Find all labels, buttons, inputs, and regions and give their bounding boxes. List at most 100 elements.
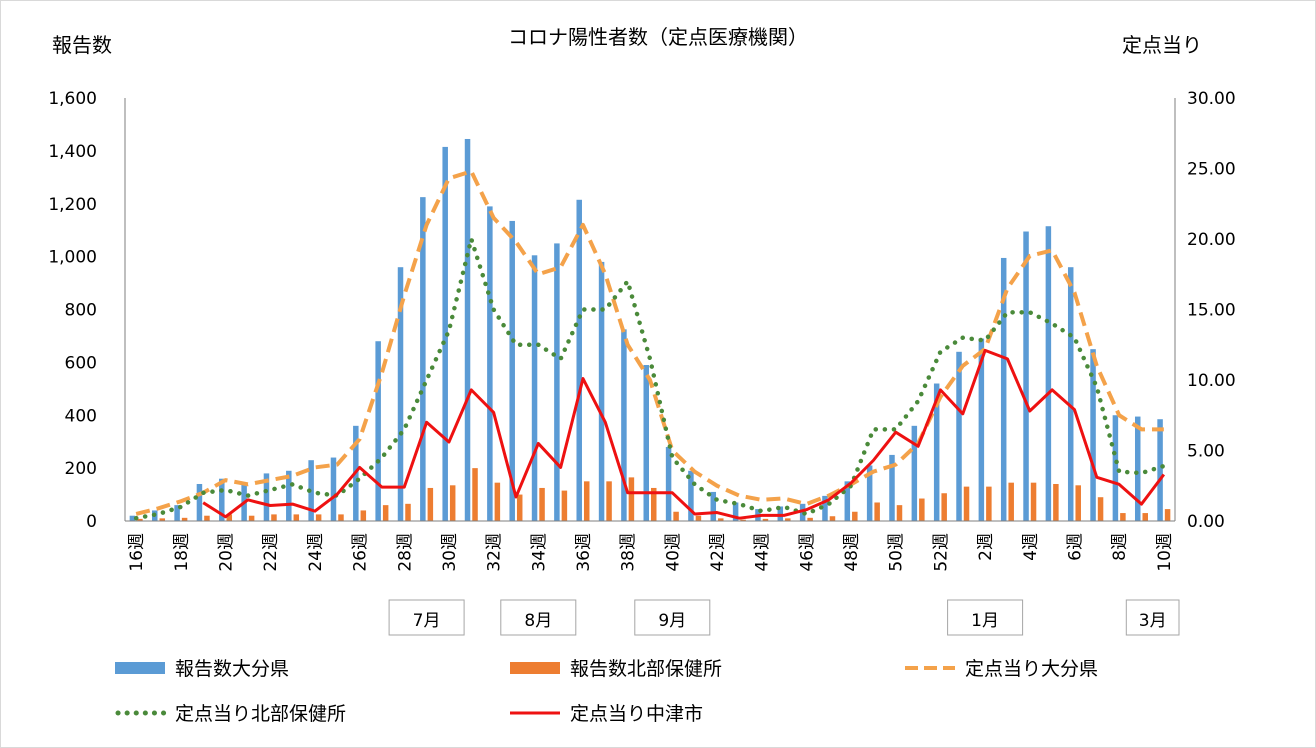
- x-tick-label-3: 22週: [261, 533, 281, 572]
- x-tick-label-19: 2週: [976, 533, 996, 561]
- month-box-3: [947, 599, 1024, 636]
- bar-hokubu-31: [829, 516, 836, 521]
- x-tick-label-0: 16週: [127, 533, 147, 572]
- bar-hokubu-14: [449, 485, 456, 521]
- bar-hokubu-18: [539, 487, 545, 521]
- left-tick-label-1: 200: [65, 459, 97, 479]
- month-label-4: 3月: [1139, 611, 1167, 631]
- bar-hokubu-33: [874, 502, 880, 521]
- bar-hokubu-29: [785, 518, 791, 521]
- left-tick-label-4: 800: [65, 301, 97, 321]
- bar-hokubu-44: [1120, 513, 1126, 521]
- bar-oita-16: [487, 206, 493, 521]
- legend-swatch-0: [115, 662, 165, 674]
- legend-label-4: 定点当り中津市: [570, 703, 703, 725]
- bar-hokubu-19: [561, 490, 568, 521]
- bar-oita-0: [129, 515, 136, 521]
- month-labels-layer: 7月 8月 9月 1月 3月: [388, 599, 1180, 636]
- bar-oita-29: [777, 506, 784, 521]
- month-label-3: 1月: [971, 611, 999, 631]
- bar-oita-39: [1000, 257, 1007, 521]
- left-tick-label-6: 1,200: [48, 195, 97, 215]
- bar-oita-3: [196, 483, 203, 521]
- x-tick-label-21: 6週: [1066, 533, 1086, 561]
- bar-oita-44: [1112, 415, 1119, 521]
- bar-hokubu-26: [718, 518, 724, 521]
- bar-hokubu-22: [628, 477, 635, 521]
- bar-hokubu-6: [271, 514, 277, 521]
- bar-hokubu-45: [1142, 513, 1148, 521]
- bar-oita-42: [1067, 267, 1074, 521]
- x-tick-label-16: 48週: [842, 533, 862, 572]
- bar-hokubu-17: [516, 494, 523, 521]
- bar-oita-35: [911, 425, 918, 521]
- x-tick-label-10: 36週: [574, 533, 594, 572]
- bar-hokubu-5: [248, 515, 255, 521]
- x-tick-label-15: 46週: [797, 533, 817, 572]
- right-tick-label-5: 25.00: [1187, 160, 1236, 180]
- left-tick-label-5: 1,000: [48, 248, 97, 268]
- month-label-2: 9月: [658, 611, 686, 631]
- bar-oita-45: [1134, 416, 1141, 521]
- bar-oita-32: [844, 481, 851, 521]
- bar-hokubu-0: [137, 518, 143, 521]
- bar-oita-21: [598, 261, 605, 521]
- bar-oita-20: [576, 199, 582, 521]
- bar-oita-12: [397, 267, 404, 521]
- x-tick-label-17: 50週: [887, 533, 907, 572]
- right-tick-label-4: 20.00: [1187, 230, 1236, 250]
- bar-oita-2: [174, 505, 180, 521]
- bar-hokubu-9: [338, 514, 344, 521]
- month-box-1: [500, 599, 577, 636]
- bar-hokubu-35: [919, 498, 925, 521]
- month-box-4: [1125, 599, 1180, 636]
- bar-hokubu-27: [740, 519, 746, 521]
- x-tick-label-1: 18週: [172, 533, 192, 572]
- lines-layer: [133, 169, 1167, 521]
- bar-oita-26: [710, 491, 717, 521]
- bar-hokubu-30: [807, 517, 813, 521]
- bar-oita-18: [531, 255, 538, 522]
- bar-hokubu-43: [1097, 497, 1104, 521]
- bar-oita-9: [330, 457, 337, 521]
- month-box-2: [634, 599, 711, 636]
- bar-hokubu-1: [159, 518, 166, 521]
- bar-oita-11: [375, 341, 381, 521]
- bar-hokubu-40: [1030, 482, 1037, 521]
- line-oita: [135, 169, 1164, 516]
- bar-hokubu-39: [1008, 482, 1014, 521]
- month-label-1: 8月: [524, 611, 552, 631]
- left-tick-label-2: 400: [65, 406, 97, 426]
- x-tick-label-23: 10週: [1155, 533, 1175, 572]
- x-tick-label-12: 40週: [663, 533, 683, 572]
- bar-oita-40: [1023, 231, 1029, 521]
- left-tick-label-0: 0: [86, 512, 97, 532]
- x-tick-label-9: 34週: [529, 533, 549, 572]
- left-tick-label-7: 1,400: [48, 142, 97, 162]
- bar-hokubu-15: [472, 468, 478, 522]
- bar-hokubu-46: [1164, 509, 1171, 521]
- legend-label-3: 定点当り北部保健所: [175, 703, 346, 725]
- right-tick-label-1: 5.00: [1187, 442, 1225, 462]
- bar-hokubu-11: [382, 505, 389, 521]
- bar-hokubu-20: [583, 481, 590, 521]
- x-tick-label-11: 38週: [619, 533, 639, 572]
- legend-label-1: 報告数北部保健所: [570, 658, 722, 680]
- x-tick-label-13: 42週: [708, 533, 728, 572]
- line-nakatsu: [202, 348, 1166, 520]
- bar-oita-27: [732, 502, 739, 521]
- bar-hokubu-10: [360, 510, 367, 521]
- left-axis-title: 報告数: [52, 33, 112, 57]
- right-tick-label-0: 0.00: [1187, 512, 1225, 532]
- bar-hokubu-25: [695, 515, 702, 521]
- bar-oita-22: [621, 329, 627, 521]
- bar-oita-46: [1157, 419, 1163, 521]
- bar-oita-17: [509, 220, 515, 521]
- bar-oita-41: [1045, 226, 1052, 521]
- bar-hokubu-8: [315, 514, 322, 521]
- bar-oita-34: [889, 454, 895, 521]
- bar-oita-13: [420, 197, 426, 521]
